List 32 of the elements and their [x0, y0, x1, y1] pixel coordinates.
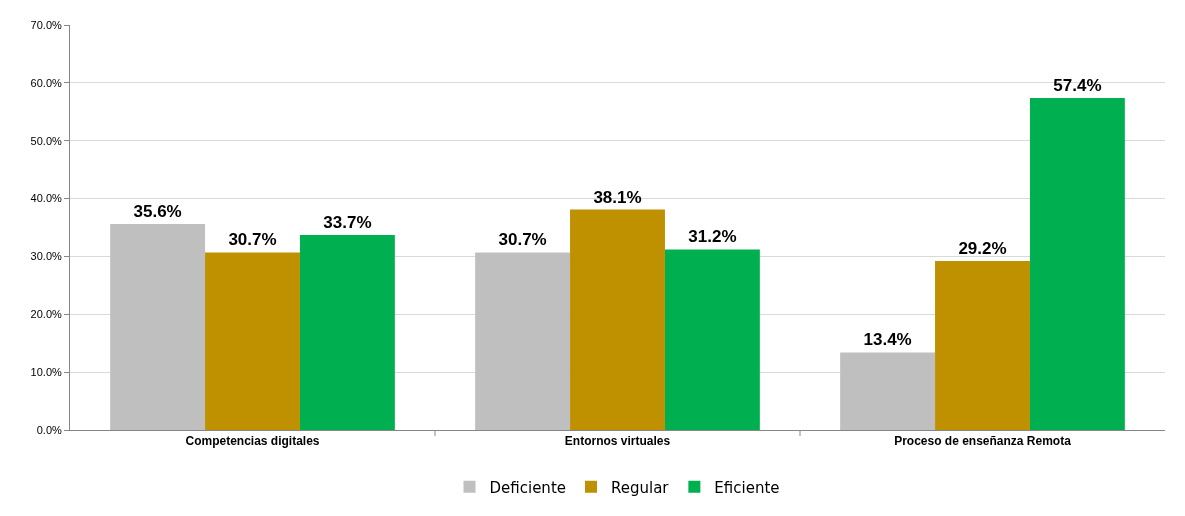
bar	[475, 252, 571, 430]
y-tick-label: 60.0%	[30, 76, 63, 89]
data-label: 31.2%	[688, 227, 737, 247]
data-label: 30.7%	[498, 230, 547, 250]
bar	[935, 261, 1030, 430]
bar	[110, 224, 206, 430]
y-tick-label: 40.0%	[30, 192, 63, 205]
x-tick-label: Competencias digitales	[185, 434, 320, 449]
y-tick-label: 30.0%	[30, 250, 63, 263]
bar	[205, 252, 300, 430]
x-tick-label: Proceso de enseñanza Remota	[894, 434, 1072, 449]
data-label: 29.2%	[958, 239, 1007, 259]
bar	[299, 235, 395, 430]
data-label: 33.7%	[323, 213, 372, 233]
data-label: 30.7%	[228, 230, 277, 250]
y-tick-label: 50.0%	[30, 134, 63, 147]
bar	[1029, 97, 1125, 430]
data-label: 13.4%	[863, 330, 912, 350]
y-tick-label: 70.0%	[30, 18, 63, 31]
bar	[840, 352, 936, 430]
x-tick-label: Entornos virtuales	[564, 434, 671, 449]
bar	[664, 249, 760, 430]
data-label: 57.4%	[1053, 75, 1102, 95]
y-tick-label: 0.0%	[36, 423, 63, 436]
data-label: 35.6%	[133, 202, 182, 222]
y-tick-label: 10.0%	[30, 365, 63, 378]
data-label: 38.1%	[593, 187, 642, 207]
y-tick-label: 20.0%	[30, 308, 63, 321]
bar	[570, 209, 665, 430]
legend-label: Deficiente	[489, 478, 566, 497]
legend-label: Regular	[611, 478, 670, 497]
legend-label: Eficiente	[714, 478, 780, 497]
